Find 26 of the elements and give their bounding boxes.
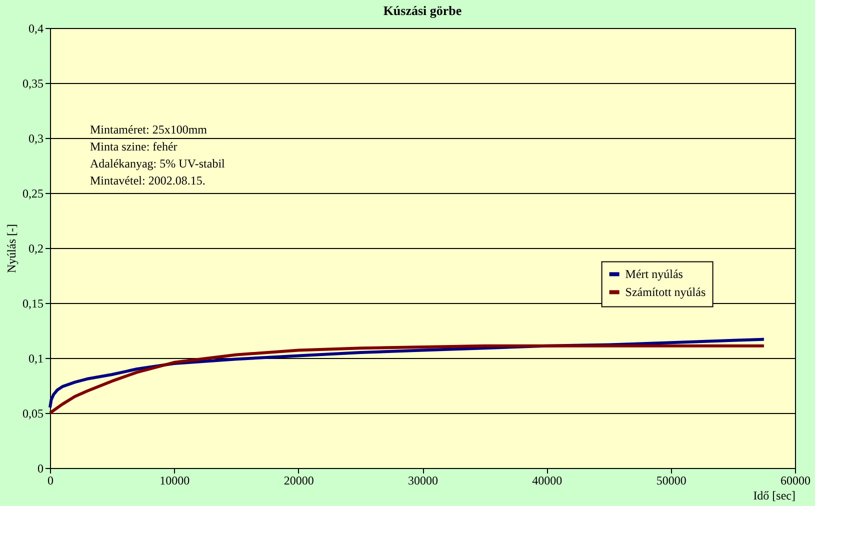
y-tick-label: 0 (38, 462, 44, 476)
chart-title: Kúszási görbe (383, 3, 462, 18)
annotation: Minta szine: fehér (90, 140, 178, 154)
annotation: Adalékanyag: 5% UV-stabil (90, 156, 226, 170)
y-tick-label: 0,25 (22, 186, 44, 200)
x-tick-label: 20000 (284, 474, 314, 488)
x-axis-title: Idő [sec] (753, 488, 796, 502)
y-tick-label: 0,1 (28, 352, 44, 366)
x-tick-label: 50000 (656, 474, 686, 488)
y-tick-label: 0,2 (28, 242, 44, 256)
y-tick-label: 0,35 (22, 76, 44, 90)
x-tick-label: 60000 (780, 474, 810, 488)
y-tick-label: 0,3 (28, 132, 44, 146)
legend-label: Mért nyúlás (625, 267, 684, 282)
y-axis-title: Nyúlás [-] (4, 224, 18, 273)
x-tick-label: 40000 (532, 474, 562, 488)
legend-label: Számított nyúlás (625, 285, 706, 300)
x-tick-label: 10000 (160, 474, 190, 488)
y-tick-label: 0,15 (22, 296, 44, 310)
x-tick-label: 30000 (408, 474, 438, 488)
annotation: Mintaméret: 25x100mm (90, 122, 208, 136)
line-series (48, 344, 766, 414)
x-tick-label: 0 (48, 474, 54, 488)
annotation: Mintavétel: 2002.08.15. (90, 174, 206, 188)
y-tick-label: 0,4 (28, 22, 44, 36)
y-tick-label: 0,05 (22, 406, 44, 420)
